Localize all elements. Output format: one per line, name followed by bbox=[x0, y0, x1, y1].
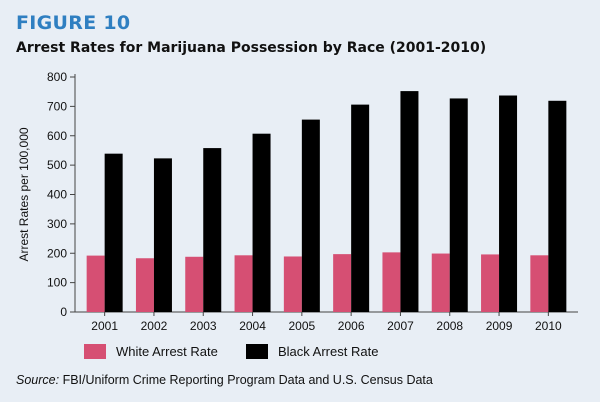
bar-white-2007 bbox=[382, 252, 401, 312]
x-tick-label: 2005 bbox=[288, 319, 315, 333]
bar-white-2009 bbox=[481, 254, 500, 312]
legend-label-black: Black Arrest Rate bbox=[278, 344, 379, 359]
bar-black-2009 bbox=[499, 95, 518, 312]
bar-white-2002 bbox=[135, 258, 154, 312]
x-tick-label: 2003 bbox=[190, 319, 217, 333]
x-tick-label: 2010 bbox=[535, 319, 562, 333]
x-tick-label: 2009 bbox=[486, 319, 513, 333]
legend-item-white: White Arrest Rate bbox=[84, 344, 218, 359]
figure-label: FIGURE 10 bbox=[16, 12, 131, 34]
bar-white-2006 bbox=[333, 254, 352, 312]
y-tick-label: 0 bbox=[60, 305, 67, 319]
x-tick-label: 2006 bbox=[338, 319, 365, 333]
legend-swatch-white bbox=[84, 344, 106, 359]
y-axis-title: Arrest Rates per 100,000 bbox=[17, 127, 31, 261]
bar-white-2004 bbox=[234, 255, 253, 312]
bar-white-2003 bbox=[185, 256, 204, 312]
bar-black-2005 bbox=[301, 119, 320, 312]
source-note: Source: FBI/Uniform Crime Reporting Prog… bbox=[16, 373, 433, 387]
bar-chart: 0 100 200 300 400 500 600 700 800 Arrest Rates pe… bbox=[17, 70, 578, 333]
source-label: Source: bbox=[16, 373, 60, 387]
bar-black-2007 bbox=[400, 91, 419, 312]
chart-title: Arrest Rates for Marijuana Possession by… bbox=[16, 40, 487, 56]
bar-white-2001 bbox=[86, 255, 105, 312]
y-tick-label: 800 bbox=[47, 70, 67, 84]
y-tick-label: 200 bbox=[47, 246, 67, 260]
bar-black-2010 bbox=[548, 100, 567, 312]
y-tick-label: 700 bbox=[47, 99, 67, 113]
x-tick-label: 2008 bbox=[436, 319, 463, 333]
bar-white-2008 bbox=[431, 253, 450, 312]
y-tick-label: 600 bbox=[47, 129, 67, 143]
bar-white-2010 bbox=[530, 255, 549, 312]
bar-white-2005 bbox=[283, 256, 302, 312]
source-text: FBI/Uniform Crime Reporting Program Data… bbox=[62, 373, 433, 387]
x-tick-label: 2002 bbox=[141, 319, 168, 333]
legend-item-black: Black Arrest Rate bbox=[246, 344, 378, 359]
legend-label-white: White Arrest Rate bbox=[116, 344, 218, 359]
bar-black-2004 bbox=[252, 133, 271, 312]
bar-black-2003 bbox=[203, 148, 222, 312]
bar-black-2002 bbox=[153, 158, 172, 312]
y-tick-label: 100 bbox=[47, 276, 67, 290]
x-tick-label: 2007 bbox=[387, 319, 414, 333]
legend-swatch-black bbox=[246, 344, 268, 359]
bar-black-2006 bbox=[351, 104, 370, 312]
bar-black-2008 bbox=[449, 98, 468, 312]
x-tick-label: 2004 bbox=[239, 319, 266, 333]
bar-black-2001 bbox=[104, 153, 123, 312]
x-tick-label: 2001 bbox=[91, 319, 118, 333]
y-tick-label: 500 bbox=[47, 158, 67, 172]
y-tick-label: 400 bbox=[47, 188, 67, 202]
y-tick-label: 300 bbox=[47, 217, 67, 231]
